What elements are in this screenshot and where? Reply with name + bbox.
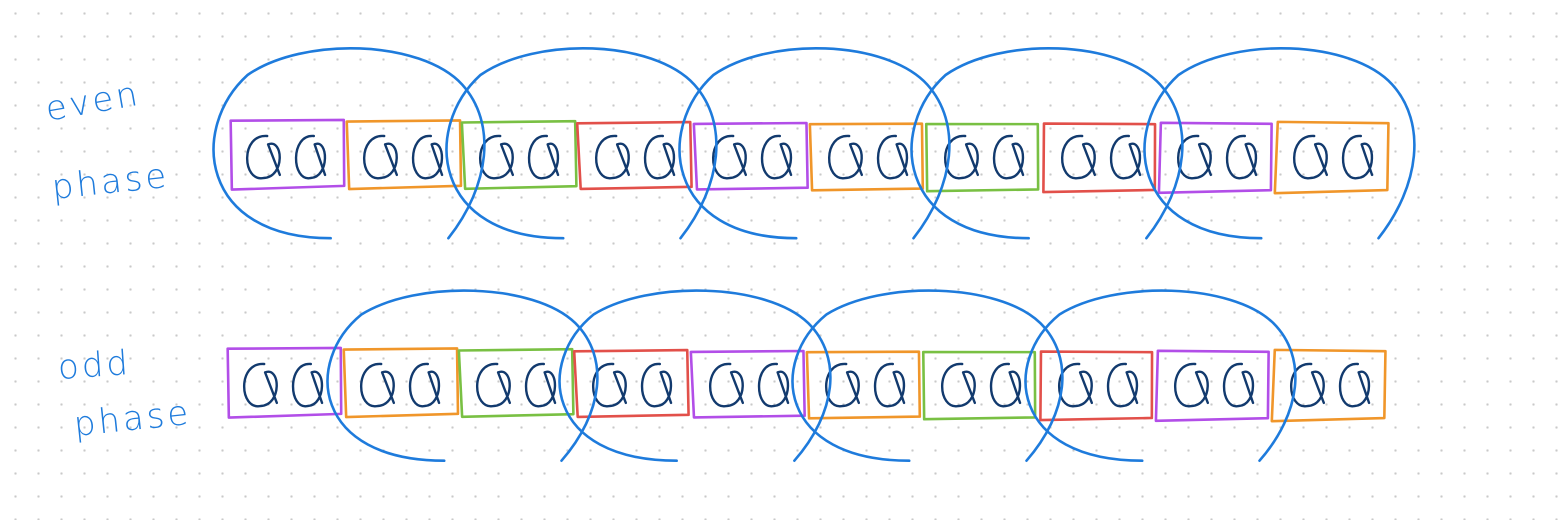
odd-cell-box-6 bbox=[805, 350, 922, 420]
odd-element-9-2 bbox=[1222, 362, 1255, 408]
odd-element-8-1 bbox=[1057, 362, 1093, 408]
odd-phase-label-line1: odd bbox=[56, 342, 133, 388]
even-element-2-1 bbox=[362, 134, 398, 180]
even-cell-box-3 bbox=[460, 119, 578, 191]
even-pair-circle-1 bbox=[212, 47, 486, 240]
odd-cell-box-3 bbox=[457, 347, 575, 419]
even-element-6-2 bbox=[876, 134, 909, 180]
even-element-8-1 bbox=[1060, 134, 1096, 180]
even-cell-box-4 bbox=[575, 120, 693, 191]
odd-element-7-2 bbox=[989, 362, 1022, 408]
odd-element-8-2 bbox=[1106, 362, 1139, 408]
odd-cell-box-9 bbox=[1154, 349, 1270, 423]
even-pair-circle-3 bbox=[678, 47, 951, 240]
even-cell-box-2 bbox=[345, 119, 463, 191]
odd-cell-box-7 bbox=[921, 350, 1037, 421]
odd-cell-box-8 bbox=[1039, 350, 1154, 422]
odd-cell-box-4 bbox=[572, 348, 690, 419]
even-cell-box-9 bbox=[1157, 121, 1273, 195]
even-element-4-1 bbox=[594, 134, 630, 180]
odd-pair-circle-3 bbox=[791, 289, 1064, 462]
even-pair-circle-2 bbox=[445, 47, 718, 240]
even-cell-box-1 bbox=[229, 118, 346, 191]
even-element-4-2 bbox=[643, 134, 676, 180]
odd-element-2-1 bbox=[359, 362, 395, 408]
even-element-7-2 bbox=[992, 134, 1025, 180]
odd-element-3-1 bbox=[475, 362, 511, 408]
even-cell-box-5 bbox=[692, 121, 809, 191]
even-cell-box-7 bbox=[924, 122, 1040, 193]
odd-element-4-2 bbox=[640, 362, 673, 408]
even-element-8-2 bbox=[1109, 134, 1142, 180]
even-element-2-2 bbox=[411, 134, 444, 180]
even-element-9-2 bbox=[1225, 134, 1258, 180]
even-element-10-1 bbox=[1292, 134, 1328, 180]
odd-element-3-2 bbox=[524, 362, 557, 408]
odd-element-6-2 bbox=[873, 362, 906, 408]
even-element-10-2 bbox=[1341, 134, 1374, 180]
odd-element-1-2 bbox=[291, 362, 324, 408]
even-element-5-2 bbox=[760, 134, 793, 180]
even-cell-box-10 bbox=[1273, 120, 1390, 195]
odd-pair-circle-4 bbox=[1024, 289, 1297, 462]
even-element-5-1 bbox=[711, 134, 747, 180]
even-element-6-1 bbox=[827, 134, 863, 180]
even-pair-circle-5 bbox=[1143, 47, 1416, 240]
odd-element-9-1 bbox=[1173, 362, 1209, 408]
odd-cell-box-1 bbox=[226, 346, 343, 419]
even-cell-box-8 bbox=[1042, 122, 1157, 194]
odd-pair-circle-2 bbox=[558, 289, 832, 462]
odd-element-1-1 bbox=[242, 362, 278, 408]
odd-cell-box-10 bbox=[1270, 348, 1387, 423]
even-cell-box-6 bbox=[808, 122, 925, 192]
odd-element-5-1 bbox=[708, 362, 744, 408]
odd-pair-circle-1 bbox=[326, 289, 599, 462]
even-pair-circle-4 bbox=[910, 47, 1184, 240]
odd-element-10-2 bbox=[1338, 362, 1371, 408]
odd-element-7-1 bbox=[940, 362, 976, 408]
odd-element-5-2 bbox=[757, 362, 790, 408]
even-element-1-2 bbox=[294, 134, 327, 180]
odd-element-2-2 bbox=[408, 362, 441, 408]
odd-cell-box-2 bbox=[342, 347, 460, 419]
odd-cell-box-5 bbox=[689, 349, 806, 419]
even-element-1-1 bbox=[245, 134, 281, 180]
even-element-3-2 bbox=[527, 134, 560, 180]
